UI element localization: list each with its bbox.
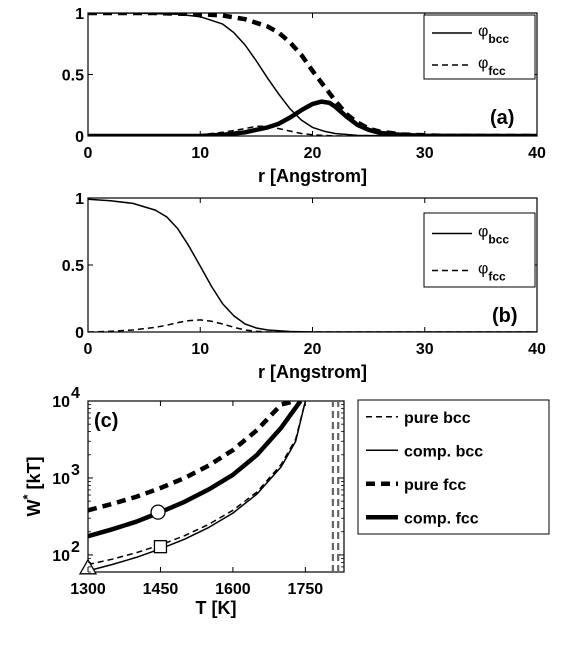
y-tick-label: 0 <box>75 325 84 342</box>
x-tick-label: 10 <box>191 145 209 162</box>
y-tick-exponent: 3 <box>71 462 80 479</box>
x-tick-label: 30 <box>416 145 434 162</box>
x-tick-label: 0 <box>84 341 93 358</box>
x-tick-label: 30 <box>416 341 434 358</box>
x-tick-label: 1750 <box>288 581 324 598</box>
series-1-line <box>88 319 537 332</box>
y-tick-label: 1 <box>75 191 84 208</box>
y-axis-label: W* [kT] <box>20 456 44 516</box>
y-tick-label: 0.5 <box>62 258 84 275</box>
legend-label: comp. bcc <box>404 443 483 460</box>
legend: φbcc φfcc <box>423 212 536 288</box>
y-tick-exponent: 2 <box>71 539 80 556</box>
y-tick-label: 10 <box>52 471 70 488</box>
y-tick-label: 1 <box>75 6 84 23</box>
legend: pure bcc comp. bcc pure fcc comp. fcc <box>357 399 550 535</box>
y-tick-exponent: 4 <box>71 385 80 402</box>
y-tick-label: 10 <box>52 394 70 411</box>
x-axis-label: r [Angstrom] <box>258 362 367 382</box>
x-tick-label: 1600 <box>215 581 251 598</box>
x-axis-label: T [K] <box>196 598 237 618</box>
legend-box <box>423 212 536 288</box>
legend-label: φfcc <box>478 55 506 78</box>
legend-label: φbcc <box>478 224 509 247</box>
x-tick-label: 1450 <box>143 581 179 598</box>
x-tick-label: 20 <box>304 341 322 358</box>
y-tick-label: 10 <box>52 548 70 565</box>
legend-label: pure bcc <box>404 410 471 427</box>
series-pure-bcc-line <box>88 401 307 566</box>
x-tick-label: 40 <box>528 145 546 162</box>
x-tick-label: 20 <box>304 145 322 162</box>
plot-area <box>88 198 537 332</box>
legend-label: comp. fcc <box>404 510 479 527</box>
series-3-line <box>88 99 537 136</box>
plot-area <box>88 401 340 572</box>
x-tick-label: 0 <box>84 145 93 162</box>
axes-box <box>87 400 345 573</box>
panel-b-chart: 0 10 20 30 40 r [Angstrom] 0 0.5 1 (b) φbcc φfcc <box>62 191 546 382</box>
x-tick-label: 40 <box>528 341 546 358</box>
series-0-line <box>88 198 537 332</box>
legend: φbcc φfcc <box>423 14 536 80</box>
legend-box <box>423 14 536 80</box>
legend-label: φfcc <box>478 261 506 284</box>
legend-label: pure fcc <box>404 477 466 494</box>
circle-marker <box>150 504 166 520</box>
panel-label: (b) <box>492 305 518 327</box>
panel-label: (a) <box>490 107 514 129</box>
panel-label: (c) <box>94 410 118 432</box>
legend-box <box>357 399 550 535</box>
series-comp-fcc-line <box>88 401 303 539</box>
legend-label: φbcc <box>478 23 509 46</box>
x-axis-label: r [Angstrom] <box>258 166 367 186</box>
series-comp-bcc-line <box>88 401 307 572</box>
x-tick-label: 10 <box>191 341 209 358</box>
series-pure-fcc-line <box>88 401 297 513</box>
panel-a-chart: 0 10 20 30 40 r [Angstrom] 0 0.5 1 (a) φbcc φfcc <box>62 6 546 186</box>
square-marker <box>153 540 168 554</box>
y-tick-label: 0 <box>75 129 84 146</box>
x-tick-label: 1300 <box>70 581 106 598</box>
y-tick-label: 0.5 <box>62 68 84 85</box>
